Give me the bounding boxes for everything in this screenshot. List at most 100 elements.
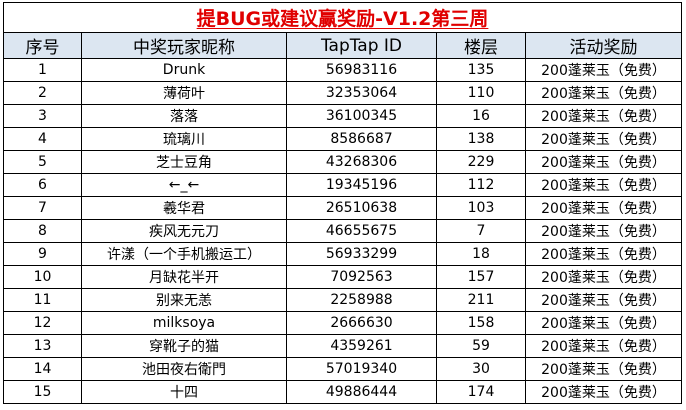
cell-reward: 200蓬莱玉（免费） — [524, 196, 683, 220]
cell-index: 8 — [3, 219, 82, 243]
cell-player-name: 疾风无元刀 — [81, 219, 287, 243]
cell-index: 14 — [3, 357, 82, 381]
cell-floor: 30 — [436, 357, 526, 381]
cell-player-name: 芝士豆角 — [81, 150, 287, 174]
cell-player-name: 十四 — [81, 380, 287, 404]
table-row: 1 Drunk 56983116 135 200蓬莱玉（免费） — [3, 58, 683, 82]
table-row: 6 ←_← 19345196 112 200蓬莱玉（免费） — [3, 173, 683, 197]
cell-taptap-id: 26510638 — [286, 196, 437, 220]
cell-taptap-id: 36100345 — [286, 104, 437, 128]
cell-taptap-id: 2258988 — [286, 288, 437, 312]
cell-floor: 16 — [436, 104, 526, 128]
cell-index: 3 — [3, 104, 82, 128]
cell-floor: 112 — [436, 173, 526, 197]
winners-table: 提BUG或建议赢奖励-V1.2第三周 序号 中奖玩家昵称 TapTap ID 楼… — [2, 2, 683, 404]
cell-taptap-id: 46655675 — [286, 219, 437, 243]
table-row: 8 疾风无元刀 46655675 7 200蓬莱玉（免费） — [3, 219, 683, 243]
cell-taptap-id: 49886444 — [286, 380, 437, 404]
cell-floor: 138 — [436, 127, 526, 151]
cell-taptap-id: 8586687 — [286, 127, 437, 151]
cell-index: 2 — [3, 81, 82, 105]
cell-taptap-id: 2666630 — [286, 311, 437, 335]
table-row: 12 milksoya 2666630 158 200蓬莱玉（免费） — [3, 311, 683, 335]
cell-index: 13 — [3, 334, 82, 358]
table-row: 13 穿靴子的猫 4359261 59 200蓬莱玉（免费） — [3, 334, 683, 358]
cell-taptap-id: 56983116 — [286, 58, 437, 82]
table-title: 提BUG或建议赢奖励-V1.2第三周 — [2, 2, 683, 33]
cell-index: 12 — [3, 311, 82, 335]
cell-reward: 200蓬莱玉（免费） — [524, 173, 683, 197]
cell-floor: 157 — [436, 265, 526, 289]
cell-player-name: 琉璃川 — [81, 127, 287, 151]
cell-index: 9 — [3, 242, 82, 266]
header-player-name: 中奖玩家昵称 — [81, 32, 287, 59]
cell-taptap-id: 32353064 — [286, 81, 437, 105]
cell-reward: 200蓬莱玉（免费） — [524, 265, 683, 289]
cell-index: 10 — [3, 265, 82, 289]
cell-floor: 18 — [436, 242, 526, 266]
cell-reward: 200蓬莱玉（免费） — [524, 58, 683, 82]
header-row: 序号 中奖玩家昵称 TapTap ID 楼层 活动奖励 — [3, 32, 683, 59]
table-row: 15 十四 49886444 174 200蓬莱玉（免费） — [3, 380, 683, 404]
table-row: 3 落落 36100345 16 200蓬莱玉（免费） — [3, 104, 683, 128]
cell-player-name: 许漾（一个手机搬运工） — [81, 242, 287, 266]
cell-index: 5 — [3, 150, 82, 174]
cell-player-name: 羲华君 — [81, 196, 287, 220]
cell-index: 6 — [3, 173, 82, 197]
cell-index: 15 — [3, 380, 82, 404]
cell-player-name: 池田夜右衛門 — [81, 357, 287, 381]
cell-player-name: 月缺花半开 — [81, 265, 287, 289]
cell-floor: 59 — [436, 334, 526, 358]
cell-floor: 110 — [436, 81, 526, 105]
table-row: 2 薄荷叶 32353064 110 200蓬莱玉（免费） — [3, 81, 683, 105]
cell-reward: 200蓬莱玉（免费） — [524, 150, 683, 174]
header-floor: 楼层 — [436, 32, 526, 59]
cell-reward: 200蓬莱玉（免费） — [524, 219, 683, 243]
cell-reward: 200蓬莱玉（免费） — [524, 104, 683, 128]
cell-index: 11 — [3, 288, 82, 312]
header-taptap-id: TapTap ID — [286, 32, 437, 59]
cell-player-name: ←_← — [81, 173, 287, 197]
cell-player-name: milksoya — [81, 311, 287, 335]
cell-reward: 200蓬莱玉（免费） — [524, 380, 683, 404]
table-row: 4 琉璃川 8586687 138 200蓬莱玉（免费） — [3, 127, 683, 151]
cell-reward: 200蓬莱玉（免费） — [524, 81, 683, 105]
table-row: 11 别来无恙 2258988 211 200蓬莱玉（免费） — [3, 288, 683, 312]
cell-player-name: 别来无恙 — [81, 288, 287, 312]
cell-index: 7 — [3, 196, 82, 220]
table-body: 1 Drunk 56983116 135 200蓬莱玉（免费） 2 薄荷叶 32353064 1… — [3, 58, 683, 404]
cell-taptap-id: 57019340 — [286, 357, 437, 381]
cell-floor: 229 — [436, 150, 526, 174]
table-row: 14 池田夜右衛門 57019340 30 200蓬莱玉（免费） — [3, 357, 683, 381]
table-row: 5 芝士豆角 43268306 229 200蓬莱玉（免费） — [3, 150, 683, 174]
table-row: 7 羲华君 26510638 103 200蓬莱玉（免费） — [3, 196, 683, 220]
cell-taptap-id: 43268306 — [286, 150, 437, 174]
cell-index: 1 — [3, 58, 82, 82]
cell-player-name: 落落 — [81, 104, 287, 128]
cell-reward: 200蓬莱玉（免费） — [524, 288, 683, 312]
header-reward: 活动奖励 — [524, 32, 683, 59]
cell-taptap-id: 56933299 — [286, 242, 437, 266]
cell-reward: 200蓬莱玉（免费） — [524, 242, 683, 266]
cell-player-name: 薄荷叶 — [81, 81, 287, 105]
cell-floor: 135 — [436, 58, 526, 82]
cell-taptap-id: 7092563 — [286, 265, 437, 289]
cell-floor: 211 — [436, 288, 526, 312]
cell-index: 4 — [3, 127, 82, 151]
cell-floor: 7 — [436, 219, 526, 243]
cell-floor: 158 — [436, 311, 526, 335]
title-row: 提BUG或建议赢奖励-V1.2第三周 — [2, 2, 683, 33]
cell-reward: 200蓬莱玉（免费） — [524, 311, 683, 335]
cell-floor: 174 — [436, 380, 526, 404]
cell-player-name: 穿靴子的猫 — [81, 334, 287, 358]
table-row: 10 月缺花半开 7092563 157 200蓬莱玉（免费） — [3, 265, 683, 289]
cell-reward: 200蓬莱玉（免费） — [524, 334, 683, 358]
cell-taptap-id: 19345196 — [286, 173, 437, 197]
header-index: 序号 — [3, 32, 82, 59]
cell-player-name: Drunk — [81, 58, 287, 82]
cell-taptap-id: 4359261 — [286, 334, 437, 358]
cell-floor: 103 — [436, 196, 526, 220]
cell-reward: 200蓬莱玉（免费） — [524, 127, 683, 151]
cell-reward: 200蓬莱玉（免费） — [524, 357, 683, 381]
